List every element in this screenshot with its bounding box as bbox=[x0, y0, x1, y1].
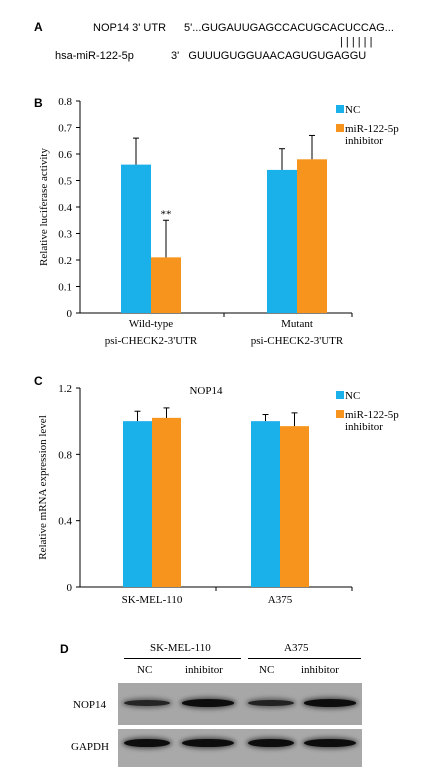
c-y-tick-label: 0.4 bbox=[58, 516, 72, 528]
c-bar-nc bbox=[123, 421, 152, 587]
c-y-tick-label: 1.2 bbox=[58, 383, 72, 395]
nop14-utr-sequence: 5'...GUGAUUGAGCCACUGCACUCCAG... bbox=[184, 22, 394, 34]
blot-strip-nop14 bbox=[118, 683, 362, 725]
mir-122-label: hsa-miR-122-5p bbox=[55, 50, 134, 62]
b-legend-label: miR-122-5p bbox=[345, 123, 399, 135]
lane-label-inhibitor-1: inhibitor bbox=[185, 664, 223, 676]
c-legend-label: NC bbox=[345, 390, 360, 402]
b-category-label: Mutant bbox=[281, 318, 313, 330]
c-category-label: A375 bbox=[268, 594, 293, 606]
b-bar-inhibitor bbox=[151, 257, 181, 313]
b-y-tick-label: 0.3 bbox=[58, 229, 72, 241]
panel-label-b: B bbox=[34, 96, 43, 110]
b-y-tick-label: 0 bbox=[67, 308, 73, 320]
c-legend-swatch-nc bbox=[336, 391, 344, 399]
b-significance-mark: ** bbox=[161, 208, 172, 220]
blot-band bbox=[248, 738, 294, 748]
blot-group-label-a375: A375 bbox=[284, 642, 309, 654]
panel-label-c: C bbox=[34, 374, 43, 388]
blot-band bbox=[304, 699, 356, 707]
b-y-tick-label: 0.6 bbox=[58, 149, 72, 161]
blot-row-label-gapdh: GAPDH bbox=[71, 741, 109, 753]
lane-label-nc-1: NC bbox=[137, 664, 153, 676]
panel-label-a: A bbox=[34, 20, 43, 34]
b-bar-nc bbox=[121, 164, 151, 313]
b-bar-nc bbox=[267, 169, 297, 313]
blot-group-underline-sk-mel-110 bbox=[124, 658, 241, 659]
c-bar-nc bbox=[251, 421, 280, 587]
lane-label-inhibitor-2: inhibitor bbox=[301, 664, 339, 676]
b-y-axis-label: Relative luciferase activity bbox=[38, 148, 50, 266]
c-y-tick-label: 0.8 bbox=[58, 449, 72, 461]
c-legend-label: inhibitor bbox=[345, 421, 383, 433]
b-bar-inhibitor bbox=[297, 159, 327, 313]
b-y-tick-label: 0.4 bbox=[58, 202, 72, 214]
c-bar-inhibitor bbox=[280, 426, 309, 587]
b-y-tick-label: 0.7 bbox=[58, 123, 72, 135]
b-legend-label: NC bbox=[345, 104, 360, 116]
b-y-tick-label: 0.8 bbox=[58, 96, 72, 108]
b-category-label: Wild-type bbox=[129, 318, 173, 330]
blot-group-label-sk-mel-110: SK-MEL-110 bbox=[150, 642, 211, 654]
c-legend-swatch-inhibitor bbox=[336, 410, 344, 418]
panel-label-d: D bbox=[60, 642, 69, 656]
blot-band bbox=[182, 738, 234, 748]
base-pairing-lines: | | | | | | bbox=[340, 36, 373, 48]
blot-row-label-nop14: NOP14 bbox=[73, 699, 107, 711]
c-category-label: SK-MEL-110 bbox=[122, 594, 183, 606]
c-legend-label: miR-122-5p bbox=[345, 409, 399, 421]
b-category-label: psi-CHECK2-3'UTR bbox=[105, 335, 198, 347]
b-category-label: psi-CHECK2-3'UTR bbox=[251, 335, 344, 347]
blot-band bbox=[304, 738, 356, 748]
blot-band bbox=[248, 699, 294, 707]
b-legend-swatch-nc bbox=[336, 105, 344, 113]
b-y-tick-label: 0.1 bbox=[58, 282, 72, 294]
b-legend-label: inhibitor bbox=[345, 135, 383, 147]
b-legend-swatch-inhibitor bbox=[336, 124, 344, 132]
c-bar-inhibitor bbox=[152, 417, 181, 587]
blot-group-underline-a375 bbox=[248, 658, 361, 659]
mir-122-sequence: 3' GUUUGUGGUAACAGUGUGAGGU bbox=[171, 50, 367, 62]
lane-label-nc-2: NC bbox=[259, 664, 275, 676]
blot-band bbox=[124, 738, 170, 748]
blot-band bbox=[182, 699, 234, 707]
b-y-tick-label: 0.2 bbox=[58, 255, 72, 267]
c-y-axis-label: Relative mRNA expression level bbox=[37, 415, 49, 560]
nop14-utr-label: NOP14 3' UTR bbox=[93, 22, 167, 34]
b-y-tick-label: 0.5 bbox=[58, 176, 72, 188]
c-y-tick-label: 0 bbox=[67, 582, 73, 594]
blot-strip-gapdh bbox=[118, 729, 362, 767]
c-chart-title: NOP14 bbox=[189, 385, 223, 397]
blot-band bbox=[124, 699, 170, 707]
